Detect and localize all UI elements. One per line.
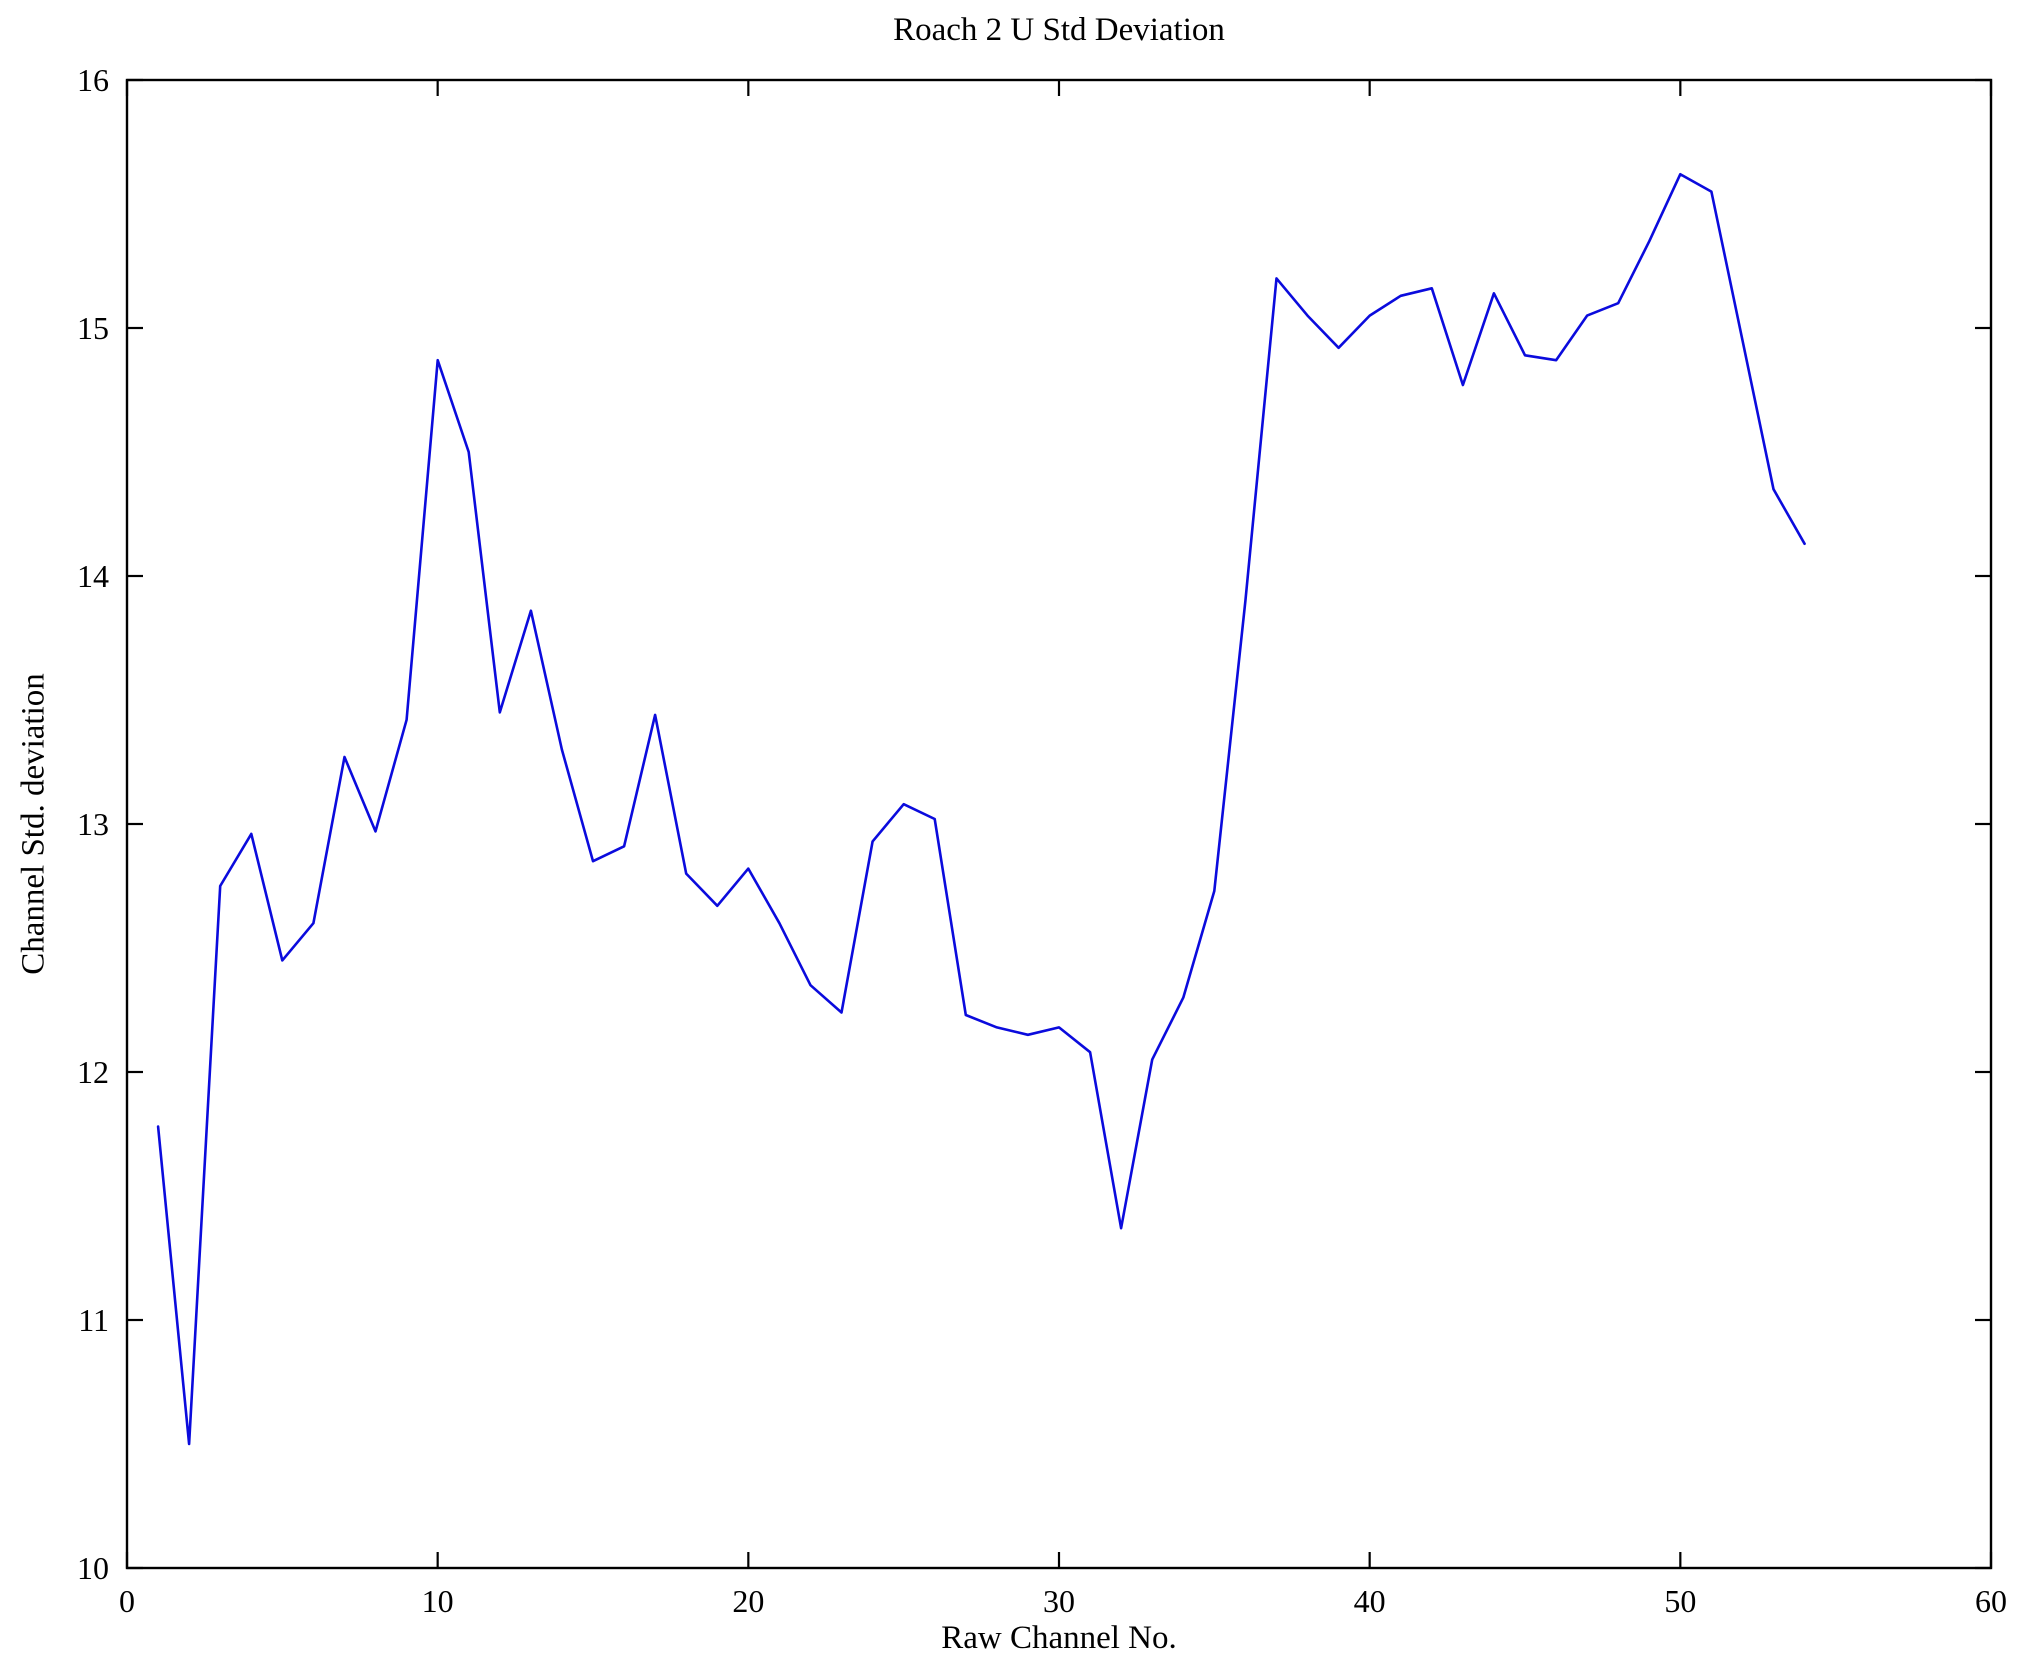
x-axis-label: Raw Channel No. xyxy=(941,1620,1177,1656)
axes-box xyxy=(125,78,1993,1570)
y-tick-label: 12 xyxy=(77,1054,109,1090)
x-tick-label: 50 xyxy=(1664,1583,1696,1619)
y-tick-label: 11 xyxy=(78,1302,109,1338)
x-tick-label: 40 xyxy=(1354,1583,1386,1619)
x-tick-label: 0 xyxy=(119,1583,135,1619)
x-tick-label: 10 xyxy=(422,1583,454,1619)
data-series-line xyxy=(156,172,1806,1446)
y-tick-label: 13 xyxy=(77,806,109,842)
x-tick-label: 60 xyxy=(1975,1583,2007,1619)
y-tick-label: 14 xyxy=(77,558,109,594)
y-tick-label: 15 xyxy=(77,310,109,346)
y-tick-label: 16 xyxy=(77,62,109,98)
x-tick-label: 30 xyxy=(1043,1583,1075,1619)
y-tick-label: 10 xyxy=(77,1550,109,1586)
chart-title: Roach 2 U Std Deviation xyxy=(893,12,1225,48)
x-tick-label: 20 xyxy=(732,1583,764,1619)
